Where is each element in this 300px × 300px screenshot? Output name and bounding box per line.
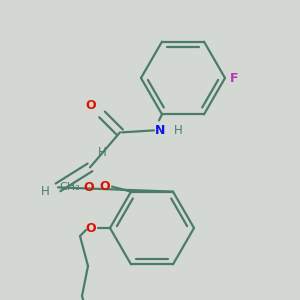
Text: O: O (83, 181, 94, 194)
Text: O: O (85, 221, 96, 235)
Text: H: H (174, 124, 183, 137)
Text: F: F (230, 71, 238, 85)
Text: O: O (85, 99, 96, 112)
Text: H: H (41, 185, 50, 198)
Text: H: H (98, 146, 107, 159)
Text: O: O (99, 180, 110, 193)
Text: CH₃: CH₃ (59, 182, 80, 192)
Text: methoxy: methoxy (78, 188, 84, 189)
Text: N: N (155, 124, 165, 137)
